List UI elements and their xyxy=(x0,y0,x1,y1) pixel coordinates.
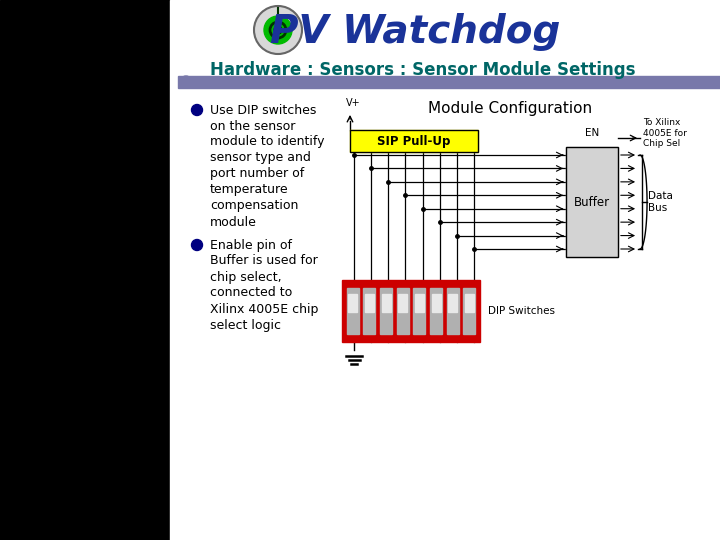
Text: Use DIP switches: Use DIP switches xyxy=(210,104,316,117)
Bar xyxy=(431,294,441,312)
Bar xyxy=(566,147,618,257)
Text: compensation: compensation xyxy=(210,199,298,213)
Text: SIP Pull-Up: SIP Pull-Up xyxy=(377,134,451,147)
Circle shape xyxy=(180,76,192,88)
Text: DIP Switches: DIP Switches xyxy=(488,306,555,316)
Bar xyxy=(0,0,170,540)
Text: module: module xyxy=(210,215,257,228)
Text: Data
Bus: Data Bus xyxy=(648,191,673,213)
Circle shape xyxy=(192,105,202,116)
Bar xyxy=(430,288,442,334)
Bar xyxy=(380,288,392,334)
Text: V+: V+ xyxy=(346,98,361,108)
Text: on the sensor: on the sensor xyxy=(210,119,295,132)
Text: Buffer: Buffer xyxy=(574,195,610,208)
Circle shape xyxy=(264,16,292,44)
Bar xyxy=(446,288,459,334)
Bar xyxy=(413,288,426,334)
Bar xyxy=(342,280,480,342)
Circle shape xyxy=(254,6,302,54)
Text: Buffer is used for: Buffer is used for xyxy=(210,254,318,267)
Bar xyxy=(346,288,359,334)
Bar xyxy=(364,288,375,334)
Bar xyxy=(566,147,618,257)
Text: chip select,: chip select, xyxy=(210,271,282,284)
Bar xyxy=(178,76,720,88)
Text: Xilinx 4005E chip: Xilinx 4005E chip xyxy=(210,302,318,315)
Bar xyxy=(382,294,390,312)
Bar xyxy=(397,288,409,334)
Text: select logic: select logic xyxy=(210,319,281,332)
Text: module to identify: module to identify xyxy=(210,136,325,148)
Bar xyxy=(465,294,474,312)
Bar xyxy=(348,294,357,312)
Bar xyxy=(464,288,475,334)
Circle shape xyxy=(274,26,282,34)
Text: sensor type and: sensor type and xyxy=(210,152,311,165)
Text: temperature: temperature xyxy=(210,184,289,197)
Circle shape xyxy=(192,240,202,251)
Bar xyxy=(365,294,374,312)
Text: To Xilinx
4005E for
Chip Sel: To Xilinx 4005E for Chip Sel xyxy=(643,118,687,148)
Bar xyxy=(415,294,424,312)
Text: EN: EN xyxy=(585,128,599,138)
Bar xyxy=(350,130,478,152)
Bar xyxy=(170,0,720,540)
Text: Module Configuration: Module Configuration xyxy=(428,100,592,116)
Text: Enable pin of: Enable pin of xyxy=(210,239,292,252)
Text: port number of: port number of xyxy=(210,167,305,180)
Bar xyxy=(398,294,408,312)
Bar xyxy=(448,294,457,312)
Text: Hardware : Sensors : Sensor Module Settings: Hardware : Sensors : Sensor Module Setti… xyxy=(210,61,636,79)
Bar xyxy=(350,130,478,152)
Text: connected to: connected to xyxy=(210,287,292,300)
Text: PV Watchdog: PV Watchdog xyxy=(270,13,560,51)
